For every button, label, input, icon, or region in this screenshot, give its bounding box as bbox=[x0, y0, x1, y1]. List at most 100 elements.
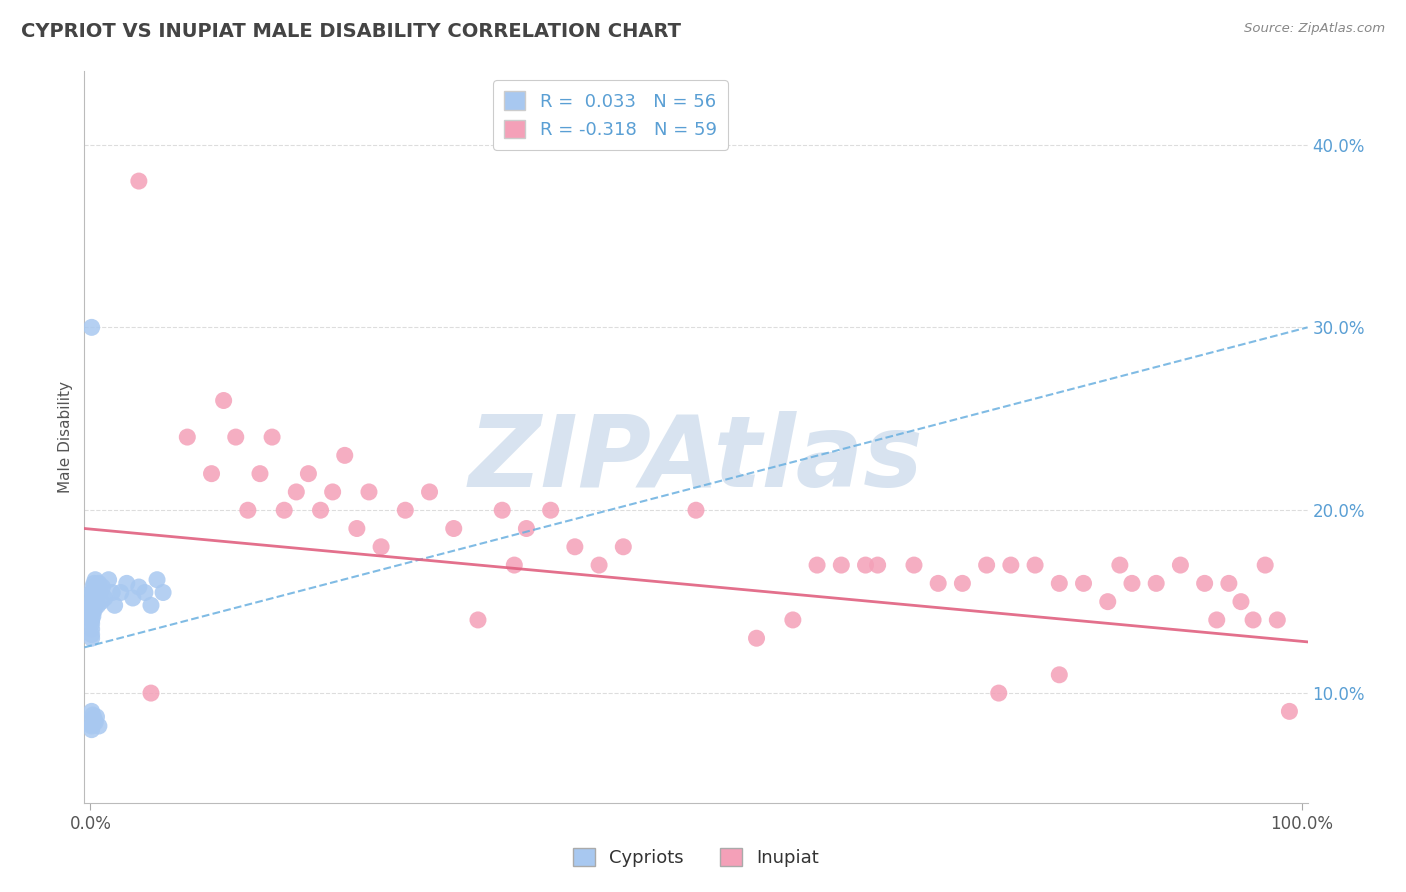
Point bbox=[866, 558, 889, 573]
Point bbox=[1218, 576, 1240, 591]
Point bbox=[83, 576, 105, 591]
Point bbox=[297, 467, 319, 481]
Point bbox=[200, 467, 222, 481]
Point bbox=[87, 576, 110, 591]
Point bbox=[80, 705, 103, 719]
Point bbox=[83, 599, 105, 613]
Point bbox=[86, 710, 108, 724]
Point bbox=[84, 599, 107, 613]
Point bbox=[273, 503, 295, 517]
Point bbox=[855, 558, 877, 573]
Point bbox=[121, 591, 143, 605]
Point bbox=[128, 580, 150, 594]
Point bbox=[82, 717, 104, 731]
Point bbox=[82, 594, 104, 608]
Text: Source: ZipAtlas.com: Source: ZipAtlas.com bbox=[1244, 22, 1385, 36]
Text: ZIPAtlas: ZIPAtlas bbox=[468, 410, 924, 508]
Point bbox=[1230, 594, 1253, 608]
Point bbox=[80, 622, 103, 636]
Point bbox=[139, 686, 162, 700]
Point bbox=[80, 320, 103, 334]
Point bbox=[80, 714, 103, 728]
Point bbox=[86, 591, 108, 605]
Point bbox=[134, 585, 156, 599]
Point bbox=[84, 585, 107, 599]
Point bbox=[83, 594, 105, 608]
Point bbox=[987, 686, 1010, 700]
Point bbox=[952, 576, 974, 591]
Point bbox=[80, 723, 103, 737]
Point bbox=[503, 558, 526, 573]
Point bbox=[745, 632, 768, 646]
Point bbox=[83, 712, 105, 726]
Y-axis label: Male Disability: Male Disability bbox=[58, 381, 73, 493]
Point bbox=[322, 485, 344, 500]
Point bbox=[357, 485, 380, 500]
Point bbox=[467, 613, 489, 627]
Point bbox=[82, 585, 104, 599]
Point bbox=[82, 591, 104, 605]
Point bbox=[80, 607, 103, 622]
Point bbox=[146, 573, 169, 587]
Point bbox=[84, 715, 107, 730]
Point bbox=[236, 503, 259, 517]
Point bbox=[91, 580, 114, 594]
Point bbox=[82, 604, 104, 618]
Point bbox=[370, 540, 392, 554]
Point bbox=[83, 604, 105, 618]
Point bbox=[80, 616, 103, 631]
Point bbox=[976, 558, 998, 573]
Point bbox=[782, 613, 804, 627]
Point bbox=[86, 599, 108, 613]
Point bbox=[82, 580, 104, 594]
Point bbox=[87, 719, 110, 733]
Point bbox=[86, 580, 108, 594]
Point bbox=[249, 467, 271, 481]
Point bbox=[1000, 558, 1022, 573]
Point bbox=[333, 448, 356, 462]
Point bbox=[225, 430, 247, 444]
Point bbox=[588, 558, 610, 573]
Point bbox=[685, 503, 707, 517]
Point bbox=[1024, 558, 1046, 573]
Point bbox=[82, 609, 104, 624]
Point bbox=[612, 540, 634, 554]
Point bbox=[90, 594, 112, 608]
Point bbox=[262, 430, 284, 444]
Point bbox=[212, 393, 235, 408]
Point bbox=[418, 485, 440, 500]
Point bbox=[346, 521, 368, 535]
Point bbox=[139, 599, 162, 613]
Point bbox=[84, 573, 107, 587]
Point bbox=[80, 599, 103, 613]
Point bbox=[806, 558, 828, 573]
Point bbox=[152, 585, 174, 599]
Point bbox=[1265, 613, 1288, 627]
Point bbox=[1241, 613, 1264, 627]
Point bbox=[80, 604, 103, 618]
Point bbox=[80, 627, 103, 641]
Point bbox=[115, 576, 138, 591]
Point bbox=[1170, 558, 1192, 573]
Point bbox=[1047, 667, 1070, 681]
Legend: Cypriots, Inupiat: Cypriots, Inupiat bbox=[565, 840, 827, 874]
Point bbox=[515, 521, 537, 535]
Point bbox=[104, 599, 127, 613]
Point bbox=[1205, 613, 1227, 627]
Point bbox=[86, 585, 108, 599]
Point bbox=[80, 594, 103, 608]
Point bbox=[80, 719, 103, 733]
Point bbox=[927, 576, 949, 591]
Point bbox=[83, 585, 105, 599]
Point bbox=[80, 632, 103, 646]
Point bbox=[89, 585, 111, 599]
Point bbox=[1278, 705, 1301, 719]
Point bbox=[1254, 558, 1277, 573]
Point bbox=[82, 708, 104, 723]
Point bbox=[80, 613, 103, 627]
Point bbox=[101, 585, 124, 599]
Point bbox=[1121, 576, 1143, 591]
Point bbox=[176, 430, 198, 444]
Point bbox=[1108, 558, 1130, 573]
Point bbox=[540, 503, 562, 517]
